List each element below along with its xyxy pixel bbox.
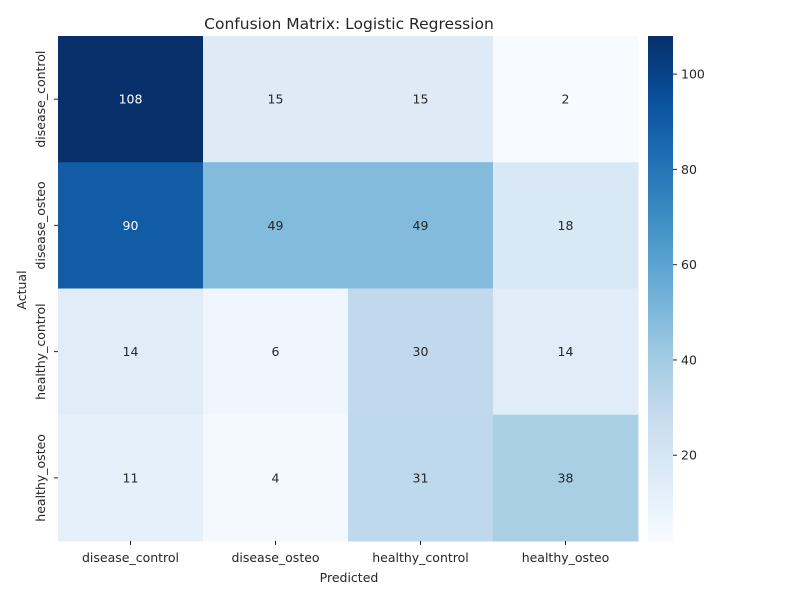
colorbar: 20 40 60 80 100 [648,36,705,541]
heatmap-cell [348,162,494,289]
colorbar-tick-label: 80 [681,162,697,177]
colorbar-tick-label: 40 [681,352,697,367]
cell-value-label: 11 [123,470,139,485]
x-axis-label: Predicted [320,570,379,585]
cell-value-label: 38 [558,470,574,485]
cell-value-label: 15 [268,92,284,107]
chart-title: Confusion Matrix: Logistic Regression [204,15,494,33]
heatmap-cell [493,288,639,416]
heatmap-cell [203,36,349,163]
y-tick-label: disease_control [33,51,48,148]
heatmap-cell [58,288,204,416]
heatmap-cell [493,414,639,542]
heatmap-cell [203,414,349,542]
colorbar-tick-label: 20 [681,448,697,463]
cell-value-label: 108 [119,92,143,107]
colorbar-tick-label: 100 [681,67,705,82]
cell-annotations: 108 15 15 2 90 49 49 18 14 6 30 14 11 4 31 38 [119,92,574,486]
heatmap-cell [58,36,204,163]
colorbar-gradient [648,36,673,541]
x-tick-label: healthy_control [372,550,469,565]
cell-value-label: 14 [123,344,139,359]
heatmap-cell [203,288,349,416]
y-axis-label: Actual [14,270,29,309]
cell-value-label: 18 [558,218,574,233]
cell-value-label: 49 [268,218,284,233]
heatmap-cells [58,36,639,542]
y-tick-label: healthy_osteo [33,434,48,522]
heatmap-cell [348,288,494,416]
cell-value-label: 6 [272,344,280,359]
heatmap-cell [493,162,639,289]
cell-value-label: 15 [413,92,429,107]
y-tick-label: healthy_control [33,303,48,400]
heatmap-cell [58,162,204,289]
x-tick-label: healthy_osteo [522,550,610,565]
heatmap-cell [348,36,494,163]
heatmap-cell [493,36,639,163]
cell-value-label: 4 [272,470,280,485]
cell-value-label: 31 [413,470,429,485]
y-axis: disease_control disease_osteo healthy_cont… [33,51,58,522]
colorbar-tick-label: 60 [681,257,697,272]
cell-value-label: 30 [413,344,429,359]
cell-value-label: 49 [413,218,429,233]
cell-value-label: 90 [123,218,139,233]
heatmap-cell [348,414,494,542]
cell-value-label: 2 [562,92,570,107]
y-tick-label: disease_osteo [33,181,48,269]
heatmap-cell [203,162,349,289]
cell-value-label: 14 [558,344,574,359]
heatmap-cell [58,414,204,542]
x-tick-label: disease_osteo [231,550,319,565]
x-axis: disease_control disease_osteo healthy_cont… [82,541,609,565]
x-tick-label: disease_control [82,550,179,565]
